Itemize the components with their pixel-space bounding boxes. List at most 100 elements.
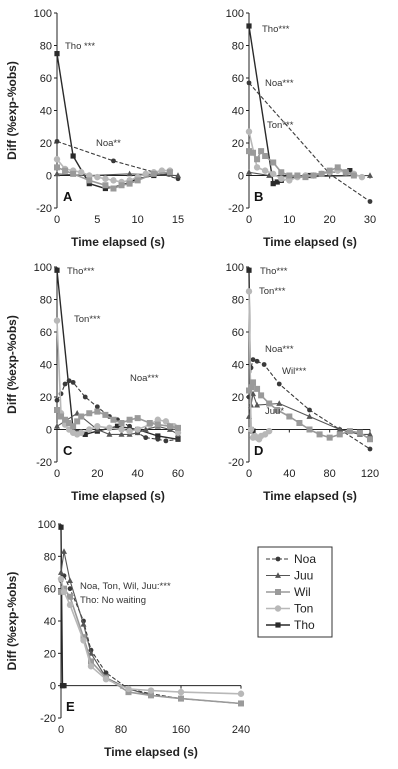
legend-marker-wil <box>275 589 281 595</box>
panel-B-series-wil-point <box>262 153 269 159</box>
panel-A-ytick-label: -20 <box>36 203 52 215</box>
panel-A-ytick-label: 80 <box>40 41 52 53</box>
panel-B-series-wil-point <box>350 172 357 179</box>
panel-E-xtick-label: 160 <box>172 724 190 736</box>
panel-B-ytick-label: 20 <box>232 138 244 150</box>
panel-B-series-ton-point <box>358 173 366 181</box>
panel-B-series-wil-point <box>318 170 325 177</box>
panel-B-series-wil-point <box>258 148 265 155</box>
panel-E-series-wil-point <box>125 689 132 696</box>
panel-C-series-noa-point <box>143 435 149 441</box>
panel-D-series-wil-point <box>258 392 265 399</box>
panel-C-series-wil-point <box>54 407 60 413</box>
legend-label-tho: Tho <box>294 618 315 632</box>
panel-B-series-tho-point <box>347 168 353 174</box>
panel-B-series-wil-point <box>310 172 317 179</box>
panel-D-xtick-label: 40 <box>283 468 295 480</box>
panel-E-series-wil-point <box>67 593 73 600</box>
panel-C-series-juu-point <box>142 426 149 432</box>
panel-A-series-wil-point <box>54 164 60 171</box>
panel-E-ytick-label: 80 <box>44 551 56 563</box>
panel-A-series-ton-point <box>78 169 85 176</box>
panel-B-series-wil-point <box>294 172 301 179</box>
panel-E-series-wil-point <box>238 700 244 707</box>
panel-C-series-wil-point <box>134 415 141 422</box>
panel-D-ytick-label: 100 <box>226 262 244 274</box>
panel-D-series-wil-point <box>254 385 261 392</box>
panel-E-series-noa-point <box>103 670 109 676</box>
panel-D-xlabel: Time elapsed (s) <box>263 489 357 503</box>
panel-D-series-wil-line <box>248 380 371 440</box>
panel-B-ytick-label: 100 <box>226 8 244 20</box>
panel-B-series-wil-point <box>342 169 349 176</box>
panel-B-xtick-label: 20 <box>324 214 336 226</box>
panel-D-series-juu-point <box>336 426 343 432</box>
panel-D-xtick-label: 0 <box>246 468 252 480</box>
panel-A-xtick-label: 0 <box>54 214 60 226</box>
panel-E-xtick-label: 0 <box>58 724 64 736</box>
panel-C-series-tho-point <box>82 431 88 437</box>
panel-E-series-juu-point <box>67 577 73 583</box>
panel-D-series-noa-point <box>367 446 373 452</box>
panel-C-series-ton-point <box>94 423 101 430</box>
panel-D-series-juu-point <box>306 413 313 419</box>
panel-E-annotation: Noa, Ton, Wil, Juu:*** <box>80 581 171 592</box>
panel-E-series-ton-point <box>125 685 132 693</box>
panel-A-series-wil-point <box>126 180 133 187</box>
panel-C-xtick-label: 20 <box>91 468 103 480</box>
panel-D-series-noa-point <box>261 362 267 367</box>
panel-A-series-juu-point <box>126 170 133 177</box>
panel-C-series-wil-point <box>175 424 181 431</box>
panel-B-series-ton-point <box>278 175 285 182</box>
panel-B-series-juu-point <box>367 172 373 178</box>
panel-C-annotation: Tho*** <box>67 266 95 277</box>
panel-E-series-ton-point <box>147 687 155 694</box>
panel-C-series-noa-point <box>175 436 181 442</box>
panel-C-series-juu-point <box>106 431 113 437</box>
panel-E-series-ton-point <box>177 688 185 696</box>
panel-C-series-ton-point <box>106 424 113 432</box>
panel-E-series-juu-point <box>80 621 87 627</box>
panel-B-series-ton-point <box>270 170 277 178</box>
panel-A-series-ton-point <box>86 172 93 179</box>
panel-C-ytick-label: 80 <box>40 295 52 307</box>
panel-C-series-noa-point <box>82 394 88 400</box>
panel-B-series-wil-point <box>326 167 333 174</box>
panel-D-annotation: Juu* <box>265 406 284 417</box>
panel-C-series-ton-point <box>126 427 133 435</box>
panel-C-series-juu-point <box>118 431 125 437</box>
panel-C-series-wil-point <box>110 416 117 423</box>
panel-A-series-wil-point <box>150 170 157 177</box>
panel-C-series-noa-point <box>94 404 100 410</box>
panel-B-series-tho-point <box>270 181 276 187</box>
panel-A-series-wil-point <box>86 177 93 184</box>
panel-C-ytick-label: 40 <box>40 360 52 372</box>
panel-B-ytick-label: -20 <box>228 203 244 215</box>
panel-A-series-noa-point <box>54 138 60 144</box>
panel-E-ytick-label: 0 <box>50 681 56 693</box>
panel-E-series-ton-point <box>80 637 87 644</box>
panel-A-series-wil-point <box>118 182 125 189</box>
panel-A-series-wil-point <box>102 182 109 189</box>
panel-E-series-juu-line <box>60 551 242 705</box>
panel-E-ylabel: Diff (%exp-%obs) <box>5 572 19 671</box>
panel-D-xtick-label: 80 <box>324 468 336 480</box>
panel-C-series-wil-point <box>78 413 85 420</box>
panel-D-series-wil-point <box>356 429 363 436</box>
panel-C-series-noa-point <box>62 381 68 387</box>
panel-A-xtick-label: 10 <box>132 214 144 226</box>
panel-B-letter: B <box>254 189 263 204</box>
panel-B-ytick-label: 60 <box>232 73 244 85</box>
panel-C-series-ton-point <box>78 429 85 436</box>
panel-B-xtick-label: 30 <box>364 214 376 226</box>
panel-A-series-wil-point <box>134 177 141 184</box>
panel-C-series-noa-point <box>66 378 72 384</box>
panel-C-series-ton-point <box>162 418 170 425</box>
panel-E-series-ton-line <box>60 578 242 695</box>
panel-A-annotation: Tho *** <box>65 41 95 52</box>
panel-E-series-ton-point <box>60 588 68 596</box>
